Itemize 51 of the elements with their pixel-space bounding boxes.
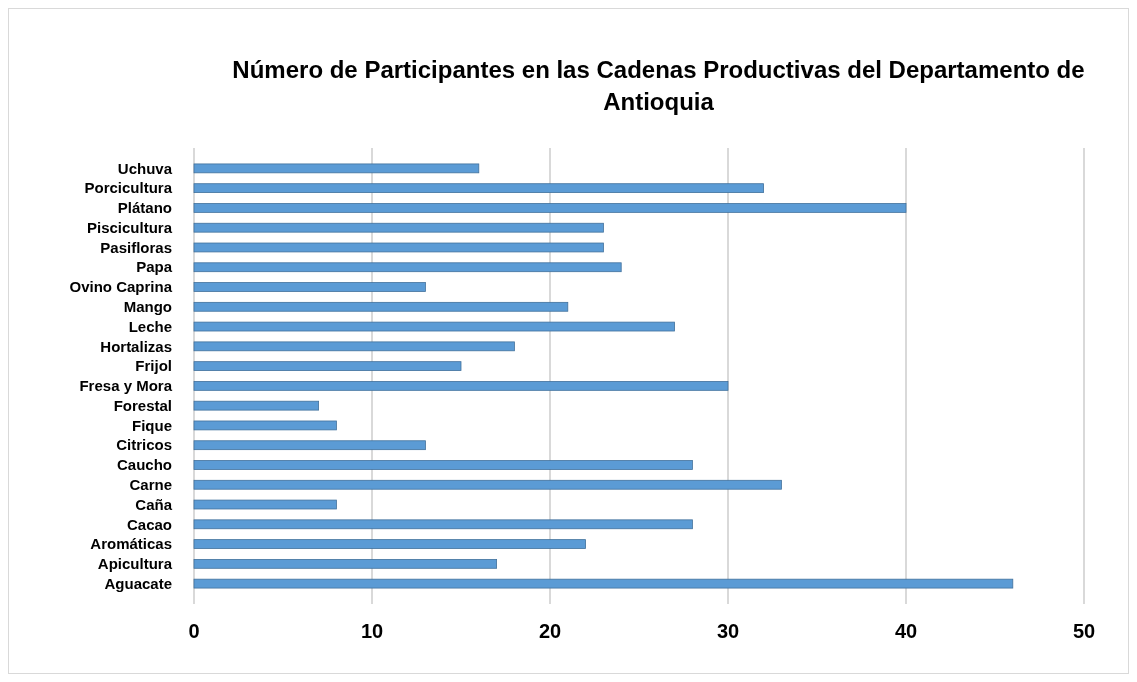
y-tick-label: Uchuva — [117, 159, 173, 177]
bar — [193, 479, 782, 490]
y-tick-label: Carne — [129, 476, 172, 493]
bar — [193, 420, 337, 431]
bar — [193, 163, 480, 174]
bar — [193, 222, 604, 233]
bar — [193, 381, 729, 391]
bar — [193, 282, 426, 292]
bar — [193, 321, 675, 332]
y-tick-label: Papa — [136, 258, 173, 276]
y-tick-label: Aguacate — [104, 574, 172, 592]
bar — [193, 499, 337, 510]
bar — [193, 519, 693, 530]
bar — [193, 262, 622, 273]
x-tick-label: 0 — [188, 620, 200, 642]
x-tick-label: 30 — [716, 620, 740, 642]
y-tick-label: Leche — [128, 317, 172, 335]
y-tick-label: Fresa y Mora — [79, 377, 173, 395]
bar — [193, 539, 586, 549]
y-tick-label: Plátano — [117, 199, 172, 217]
bar — [193, 440, 426, 451]
bar — [193, 400, 319, 411]
y-tick-label: Forestal — [113, 396, 172, 414]
bar — [193, 203, 907, 213]
y-tick-label: Caucho — [116, 456, 172, 474]
chart-title: Número de Participantes en las Cadenas Productivas del Departamento de Antioquia — [232, 56, 1085, 115]
y-tick-label: Caña — [135, 495, 173, 513]
x-tick-label: 50 — [1072, 620, 1096, 642]
bar — [193, 578, 1014, 589]
y-tick-label: Hortalizas — [100, 337, 172, 355]
y-tick-label: Fique — [132, 416, 172, 434]
bar — [193, 183, 764, 193]
bar — [193, 341, 515, 352]
bar — [193, 301, 569, 312]
y-tick-label: Aromáticas — [90, 535, 172, 553]
bar — [193, 361, 462, 371]
x-tick-label: 20 — [538, 620, 562, 642]
y-tick-label: Porcicultura — [84, 179, 173, 197]
y-tick-label: Ovino Caprina — [69, 278, 173, 296]
x-tick-label: 40 — [894, 620, 918, 642]
y-tick-label: Cacao — [126, 515, 172, 533]
x-tick-label: 10 — [360, 620, 384, 642]
bar — [193, 559, 497, 569]
y-tick-label: Frijol — [135, 357, 172, 375]
y-tick-label: Pasifloras — [100, 238, 172, 256]
bar — [193, 242, 604, 253]
y-tick-label: Citricos — [116, 436, 172, 454]
y-tick-label: Apicultura — [97, 555, 173, 573]
y-tick-label: Piscicultura — [86, 218, 173, 236]
y-tick-label: Mango — [123, 298, 172, 316]
bar — [193, 460, 693, 470]
